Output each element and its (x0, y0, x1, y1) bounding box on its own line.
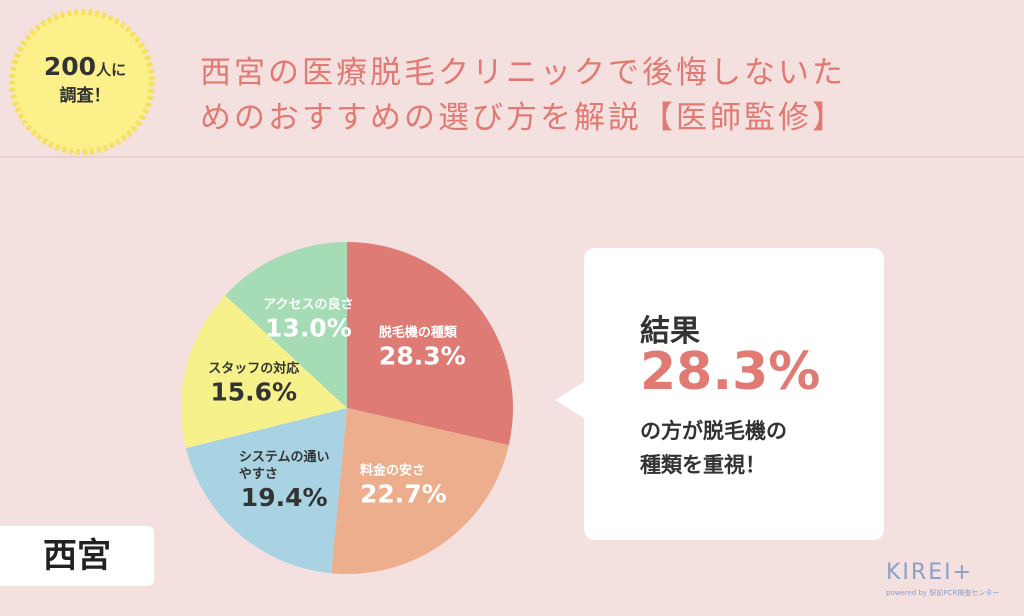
slice-value: 15.6% (210, 377, 298, 407)
slice-value: 28.3% (378, 341, 466, 371)
pie-slice (185, 408, 347, 574)
slice-label: 脱毛機の種類 28.3% (379, 325, 466, 372)
logo: KIREI+ (886, 560, 974, 585)
pie-slice (347, 242, 514, 446)
slice-category: 料金の安さ (359, 463, 425, 479)
slice-label: システムの通い やすさ 19.4% (239, 449, 330, 513)
callout-line: の方が脱毛機の (640, 419, 787, 443)
slice-label: アクセスの良さ 13.0% (263, 296, 353, 343)
pie-slice (225, 242, 347, 408)
badge-number: 200 (43, 52, 97, 81)
slice-label: スタッフの対応 15.6% (208, 361, 299, 408)
slice-label: 料金の安さ 22.7% (360, 463, 447, 510)
badge: 200人に 調査！ (30, 52, 140, 106)
pie-slice (181, 295, 347, 449)
callout-box (555, 248, 884, 540)
slice-value: 22.7% (359, 479, 447, 509)
badge-unit: 人に (96, 61, 127, 79)
badge-line2: 調査！ (59, 86, 111, 106)
slice-category: スタッフの対応 (208, 361, 300, 377)
slice-value: 19.4% (240, 482, 328, 512)
callout-title: 結果 (640, 314, 700, 349)
callout-value: 28.3% (640, 342, 821, 402)
header-divider (0, 156, 1024, 158)
slice-category: 脱毛機の種類 (378, 325, 457, 341)
location-label: 西宮 (0, 526, 154, 586)
slice-value: 13.0% (265, 313, 352, 343)
slice-category: アクセスの良さ (263, 297, 354, 313)
title-line: めのおすすめの選び方を解説【医師監修】 (200, 100, 846, 136)
title-line: 西宮の医療脱毛クリニックで後悔しないた (200, 55, 846, 91)
logo-sub: powered by 駅前PCR検査センター (886, 589, 1000, 597)
badge-shape (9, 9, 155, 155)
callout-text: の方が脱毛機の 種類を重視！ (640, 414, 787, 482)
slice-category: システムの通い やすさ (238, 449, 330, 482)
callout-line: 種類を重視！ (640, 453, 766, 477)
pie-slice (331, 408, 509, 574)
